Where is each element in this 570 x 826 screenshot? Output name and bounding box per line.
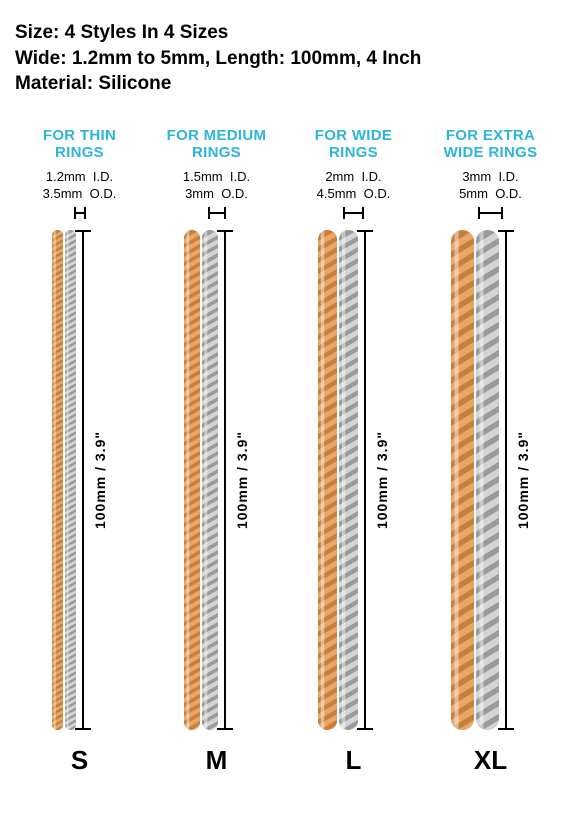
- size-label: S: [71, 745, 88, 776]
- title-line: WIDE RINGS: [444, 144, 538, 161]
- inner-diameter: 1.2mm I.D.: [43, 169, 117, 186]
- coil-silver: [202, 230, 218, 730]
- length-line-icon: [82, 230, 84, 730]
- column-title: FOR THIN RINGS: [43, 127, 116, 163]
- width-bracket: [343, 207, 364, 226]
- inner-diameter: 2mm I.D.: [317, 169, 391, 186]
- length-label: 100mm / 3.9": [374, 431, 390, 529]
- coil-silver: [65, 230, 76, 730]
- length-line-icon: [364, 230, 366, 730]
- width-bracket: [478, 207, 503, 226]
- title-line: RINGS: [167, 144, 267, 161]
- length-marker: 100mm / 3.9": [499, 230, 531, 730]
- coil-gold: [318, 230, 337, 730]
- inner-diameter: 3mm I.D.: [459, 169, 522, 186]
- length-line-icon: [224, 230, 226, 730]
- size-label: L: [346, 745, 362, 776]
- coil-pair: [184, 230, 218, 730]
- width-bracket-icon: [343, 207, 364, 221]
- length-label: 100mm / 3.9": [92, 431, 108, 529]
- coil-area: 100mm / 3.9": [52, 228, 108, 733]
- header-line: Material: Silicone: [15, 71, 555, 97]
- title-line: FOR THIN: [43, 127, 116, 144]
- dimensions: 3mm I.D. 5mm O.D.: [459, 169, 522, 203]
- coil-pair: [451, 230, 499, 730]
- coil-pair: [318, 230, 358, 730]
- title-line: RINGS: [43, 144, 116, 161]
- coil-gold: [184, 230, 200, 730]
- length-line-icon: [505, 230, 507, 730]
- dimensions: 1.5mm I.D. 3mm O.D.: [183, 169, 250, 203]
- size-label: XL: [474, 745, 507, 776]
- title-line: FOR WIDE: [315, 127, 392, 144]
- coil-pair: [52, 230, 76, 730]
- column-title: FOR WIDE RINGS: [315, 127, 392, 163]
- title-line: FOR MEDIUM: [167, 127, 267, 144]
- size-label: M: [206, 745, 228, 776]
- length-marker: 100mm / 3.9": [218, 230, 250, 730]
- header-line: Size: 4 Styles In 4 Sizes: [15, 20, 555, 46]
- width-bracket-icon: [74, 207, 86, 221]
- header-line: Wide: 1.2mm to 5mm, Length: 100mm, 4 Inc…: [15, 46, 555, 72]
- size-column: FOR THIN RINGS 1.2mm I.D. 3.5mm O.D. 100…: [15, 127, 144, 776]
- width-bracket: [208, 207, 226, 226]
- size-column: FOR MEDIUM RINGS 1.5mm I.D. 3mm O.D. 100…: [152, 127, 281, 776]
- length-marker: 100mm / 3.9": [358, 230, 390, 730]
- coil-area: 100mm / 3.9": [318, 228, 390, 733]
- width-bracket: [74, 207, 86, 226]
- column-title: FOR MEDIUM RINGS: [167, 127, 267, 163]
- title-line: FOR EXTRA: [444, 127, 538, 144]
- column-title: FOR EXTRA WIDE RINGS: [444, 127, 538, 163]
- outer-diameter: 3.5mm O.D.: [43, 186, 117, 203]
- outer-diameter: 4.5mm O.D.: [317, 186, 391, 203]
- coil-area: 100mm / 3.9": [184, 228, 250, 733]
- title-line: RINGS: [315, 144, 392, 161]
- width-bracket-icon: [478, 207, 503, 221]
- size-columns: FOR THIN RINGS 1.2mm I.D. 3.5mm O.D. 100…: [15, 127, 555, 776]
- size-column: FOR EXTRA WIDE RINGS 3mm I.D. 5mm O.D. 1…: [426, 127, 555, 776]
- outer-diameter: 5mm O.D.: [459, 186, 522, 203]
- length-label: 100mm / 3.9": [515, 431, 531, 529]
- outer-diameter: 3mm O.D.: [183, 186, 250, 203]
- width-bracket-icon: [208, 207, 226, 221]
- dimensions: 1.2mm I.D. 3.5mm O.D.: [43, 169, 117, 203]
- coil-silver: [476, 230, 499, 730]
- product-header: Size: 4 Styles In 4 Sizes Wide: 1.2mm to…: [15, 20, 555, 97]
- length-marker: 100mm / 3.9": [76, 230, 108, 730]
- inner-diameter: 1.5mm I.D.: [183, 169, 250, 186]
- dimensions: 2mm I.D. 4.5mm O.D.: [317, 169, 391, 203]
- length-label: 100mm / 3.9": [234, 431, 250, 529]
- coil-gold: [451, 230, 474, 730]
- coil-gold: [52, 230, 63, 730]
- coil-silver: [339, 230, 358, 730]
- coil-area: 100mm / 3.9": [451, 228, 531, 733]
- size-column: FOR WIDE RINGS 2mm I.D. 4.5mm O.D. 100mm…: [289, 127, 418, 776]
